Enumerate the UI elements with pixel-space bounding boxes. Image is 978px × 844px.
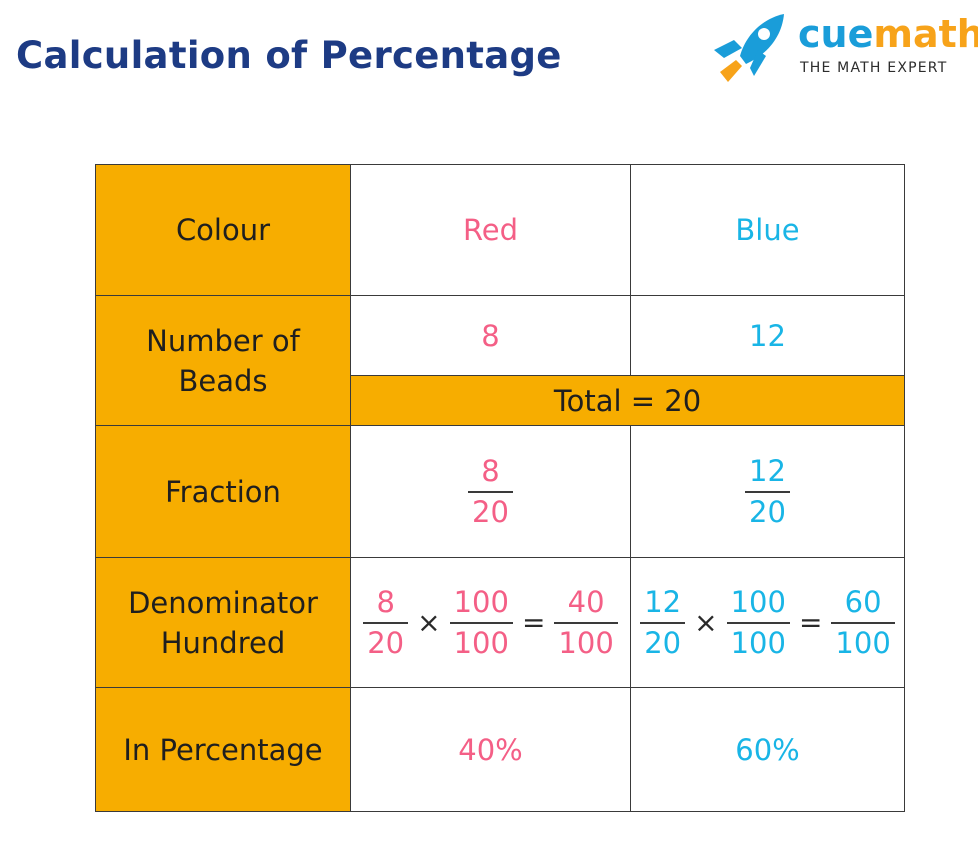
fraction-numerator: 100: [730, 584, 786, 619]
fraction-bar: [554, 621, 618, 624]
logo-math: math: [873, 12, 978, 56]
fraction-numerator: 60: [844, 584, 882, 619]
fraction-a: 12 20: [640, 584, 686, 660]
fraction-denominator: 20: [644, 625, 682, 660]
fraction-a: 8 20: [363, 584, 409, 660]
equals-sign: =: [798, 606, 823, 639]
fraction-bar: [745, 490, 790, 493]
fraction-numerator: 40: [567, 584, 605, 619]
fraction-numerator: 12: [644, 584, 682, 619]
fraction-numerator: 8: [481, 453, 500, 488]
fraction-denominator: 100: [453, 625, 509, 660]
fraction-numerator: 100: [453, 584, 509, 619]
fraction-denominator: 100: [835, 625, 891, 660]
fraction-bar: [831, 621, 895, 624]
fraction-c: 40 100: [554, 584, 618, 660]
fraction-bar: [449, 621, 513, 624]
logo-tagline: THE MATH EXPERT: [800, 60, 948, 76]
fraction-red-value: 8 20: [468, 453, 513, 529]
fraction-c: 60 100: [831, 584, 895, 660]
colour-red: Red: [350, 164, 631, 296]
row-label-beads: Number of Beads: [95, 295, 351, 426]
fraction-denominator: 100: [558, 625, 614, 660]
times-sign: ×: [417, 606, 441, 639]
fraction-denominator: 20: [749, 494, 786, 529]
colour-blue: Blue: [630, 164, 905, 296]
fraction-numerator: 8: [376, 584, 395, 619]
percentage-blue: 60%: [630, 687, 905, 812]
fraction-blue-value: 12 20: [745, 453, 790, 529]
fraction-denominator: 20: [367, 625, 405, 660]
beads-blue: 12: [630, 295, 905, 376]
cuemath-logo[interactable]: cuemath THE MATH EXPERT: [706, 10, 978, 86]
equals-sign: =: [521, 606, 546, 639]
logo-wordmark: cuemath: [798, 14, 978, 54]
logo-cue: cue: [798, 12, 874, 56]
row-label-percentage: In Percentage: [95, 687, 351, 812]
equation-blue: 12 20 × 100 100 = 60 100: [640, 584, 895, 660]
fraction-b: 100 100: [449, 584, 513, 660]
fraction-bar: [640, 621, 686, 624]
beads-red: 8: [350, 295, 631, 376]
percentage-red: 40%: [350, 687, 631, 812]
denominator-blue: 12 20 × 100 100 = 60 100: [630, 557, 905, 688]
fraction-denominator: 20: [472, 494, 509, 529]
fraction-bar: [468, 490, 513, 493]
rocket-icon: [706, 10, 790, 86]
beads-total: Total = 20: [350, 375, 905, 426]
row-label-colour: Colour: [95, 164, 351, 296]
fraction-bar: [726, 621, 790, 624]
fraction-bar: [363, 621, 409, 624]
fraction-red: 8 20: [350, 425, 631, 558]
denominator-red: 8 20 × 100 100 = 40 100: [350, 557, 631, 688]
fraction-blue: 12 20: [630, 425, 905, 558]
row-label-fraction: Fraction: [95, 425, 351, 558]
fraction-b: 100 100: [726, 584, 790, 660]
times-sign: ×: [694, 606, 718, 639]
equation-red: 8 20 × 100 100 = 40 100: [363, 584, 618, 660]
fraction-denominator: 100: [730, 625, 786, 660]
row-label-denominator: Denominator Hundred: [95, 557, 351, 688]
fraction-numerator: 12: [749, 453, 786, 488]
page-title: Calculation of Percentage: [16, 34, 562, 77]
percentage-table: Colour Red Blue Number of Beads 8 12 Tot…: [95, 164, 905, 812]
